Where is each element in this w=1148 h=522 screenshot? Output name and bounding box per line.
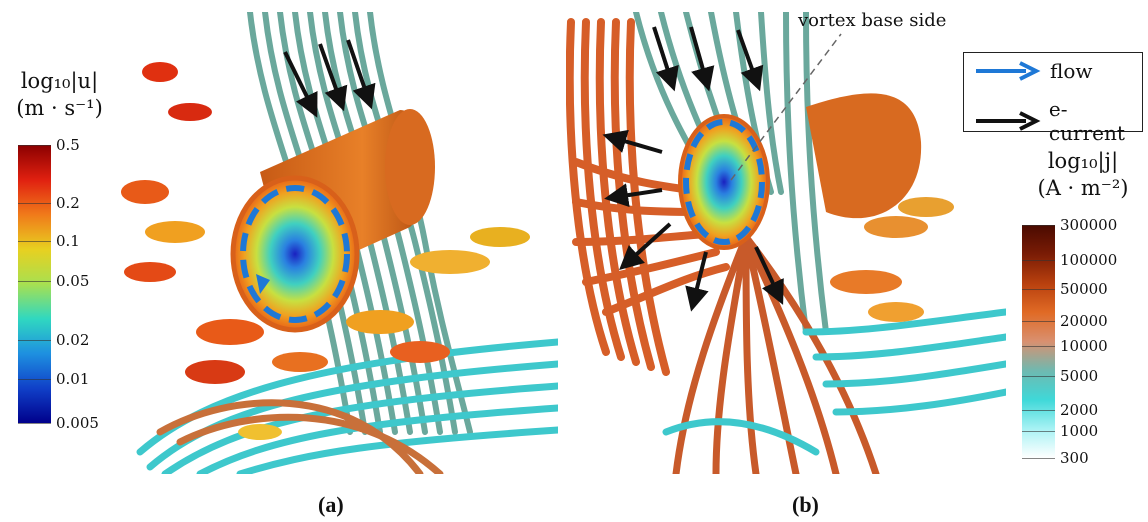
- colorbar_j-tick-label: 50000: [1060, 280, 1108, 299]
- panel-a-visualization: [121, 12, 558, 474]
- colorbar_j-tick-mark: [1022, 225, 1055, 226]
- radiating-streamtubes-b: [672, 233, 880, 474]
- vortex-base-side-label: vortex base side: [798, 10, 947, 31]
- colorbar_u-tick-label: 0.5: [56, 136, 80, 154]
- colorbar_j-tick-label: 300: [1060, 449, 1089, 467]
- colorbar_j-tick-mark: [1022, 458, 1055, 459]
- cylinder-a: [230, 109, 435, 333]
- colorbar-j-gradient: [1022, 225, 1055, 458]
- colorbar_j-tick-label: 10000: [1060, 337, 1108, 356]
- colorbar_u-tick-label: 0.02: [56, 330, 90, 349]
- current-arrows-a: [283, 39, 376, 118]
- colorbar_u-tick-mark: [18, 423, 51, 424]
- colorbar_u-tick-mark: [18, 378, 51, 380]
- panel-b-visualization: [566, 12, 1006, 474]
- legend-current-row: e-current: [974, 97, 1142, 145]
- legend: flow e-current: [963, 52, 1143, 145]
- vortex-dashed-outline-a: [240, 185, 350, 323]
- legend-flow-label: flow: [1050, 59, 1093, 83]
- colorbar_j-tick-mark: [1022, 259, 1055, 261]
- colorbar_j-tick-mark: [1022, 289, 1055, 291]
- colorbar_u-tick-mark: [18, 203, 51, 205]
- colorbar_j-tick-mark: [1022, 431, 1055, 433]
- legend-flow-row: flow: [974, 59, 1093, 83]
- orange-streamtubes-a: [156, 399, 444, 474]
- colorbar-u-gradient: [18, 145, 51, 423]
- flow-arrow-icon: [976, 61, 1041, 81]
- colorbar_j-tick-label: 1000: [1060, 422, 1099, 441]
- colorbar_j-tick-mark: [1022, 376, 1055, 378]
- colorbar_u-tick-mark: [18, 339, 51, 341]
- vortex-dashed-outline-b: [683, 119, 765, 245]
- colorbar_j-tick-label: 300000: [1060, 216, 1118, 234]
- velocity-isosurfaces-b: [806, 93, 954, 322]
- colorbar_j-tick-label: 100000: [1060, 250, 1118, 269]
- colorbar_j-tick-mark: [1022, 320, 1055, 322]
- current-arrow-icon: [976, 111, 1041, 131]
- panel-b-label: (b): [792, 492, 819, 517]
- panel-a-label: (a): [318, 492, 344, 517]
- colorbar_j-tick-label: 5000: [1060, 367, 1099, 386]
- colorbar-j-title: log₁₀|j| (A · m⁻²): [1018, 148, 1148, 202]
- colorbar-u-title-line2: (m · s⁻¹): [16, 96, 103, 120]
- colorbar_u-tick-label: 0.01: [56, 369, 90, 388]
- colorbar_j-tick-label: 2000: [1060, 401, 1099, 420]
- colorbar_u-tick-label: 0.1: [56, 231, 80, 250]
- legend-current-label: e-current: [1048, 97, 1125, 145]
- velocity-isosurfaces-a: [121, 62, 530, 440]
- colorbar-u-title-line1: log₁₀|u|: [20, 69, 99, 93]
- colorbar-j-title-line2: (A · m⁻²): [1037, 176, 1129, 200]
- annotation-leader-line: [730, 33, 842, 181]
- colorbar_u-tick-label: 0.2: [56, 194, 80, 213]
- colorbar-j-title-line1: log₁₀|j|: [1047, 149, 1119, 173]
- colorbar_u-tick-mark: [18, 240, 51, 242]
- colorbar_j-tick-mark: [1022, 410, 1055, 412]
- colorbar-u-title: log₁₀|u| (m · s⁻¹): [2, 68, 117, 122]
- colorbar_j-tick-label: 20000: [1060, 311, 1108, 330]
- colorbar_j-tick-mark: [1022, 346, 1055, 348]
- colorbar_u-tick-label: 0.05: [56, 272, 90, 291]
- current-arrows-b: [602, 26, 784, 312]
- colorbar_u-tick-mark: [18, 145, 51, 146]
- colorbar_u-tick-label: 0.005: [56, 414, 99, 432]
- cyan-streamtubes-b: [662, 308, 1006, 456]
- colorbar_u-tick-mark: [18, 281, 51, 283]
- vortex-disc-b: [678, 114, 770, 250]
